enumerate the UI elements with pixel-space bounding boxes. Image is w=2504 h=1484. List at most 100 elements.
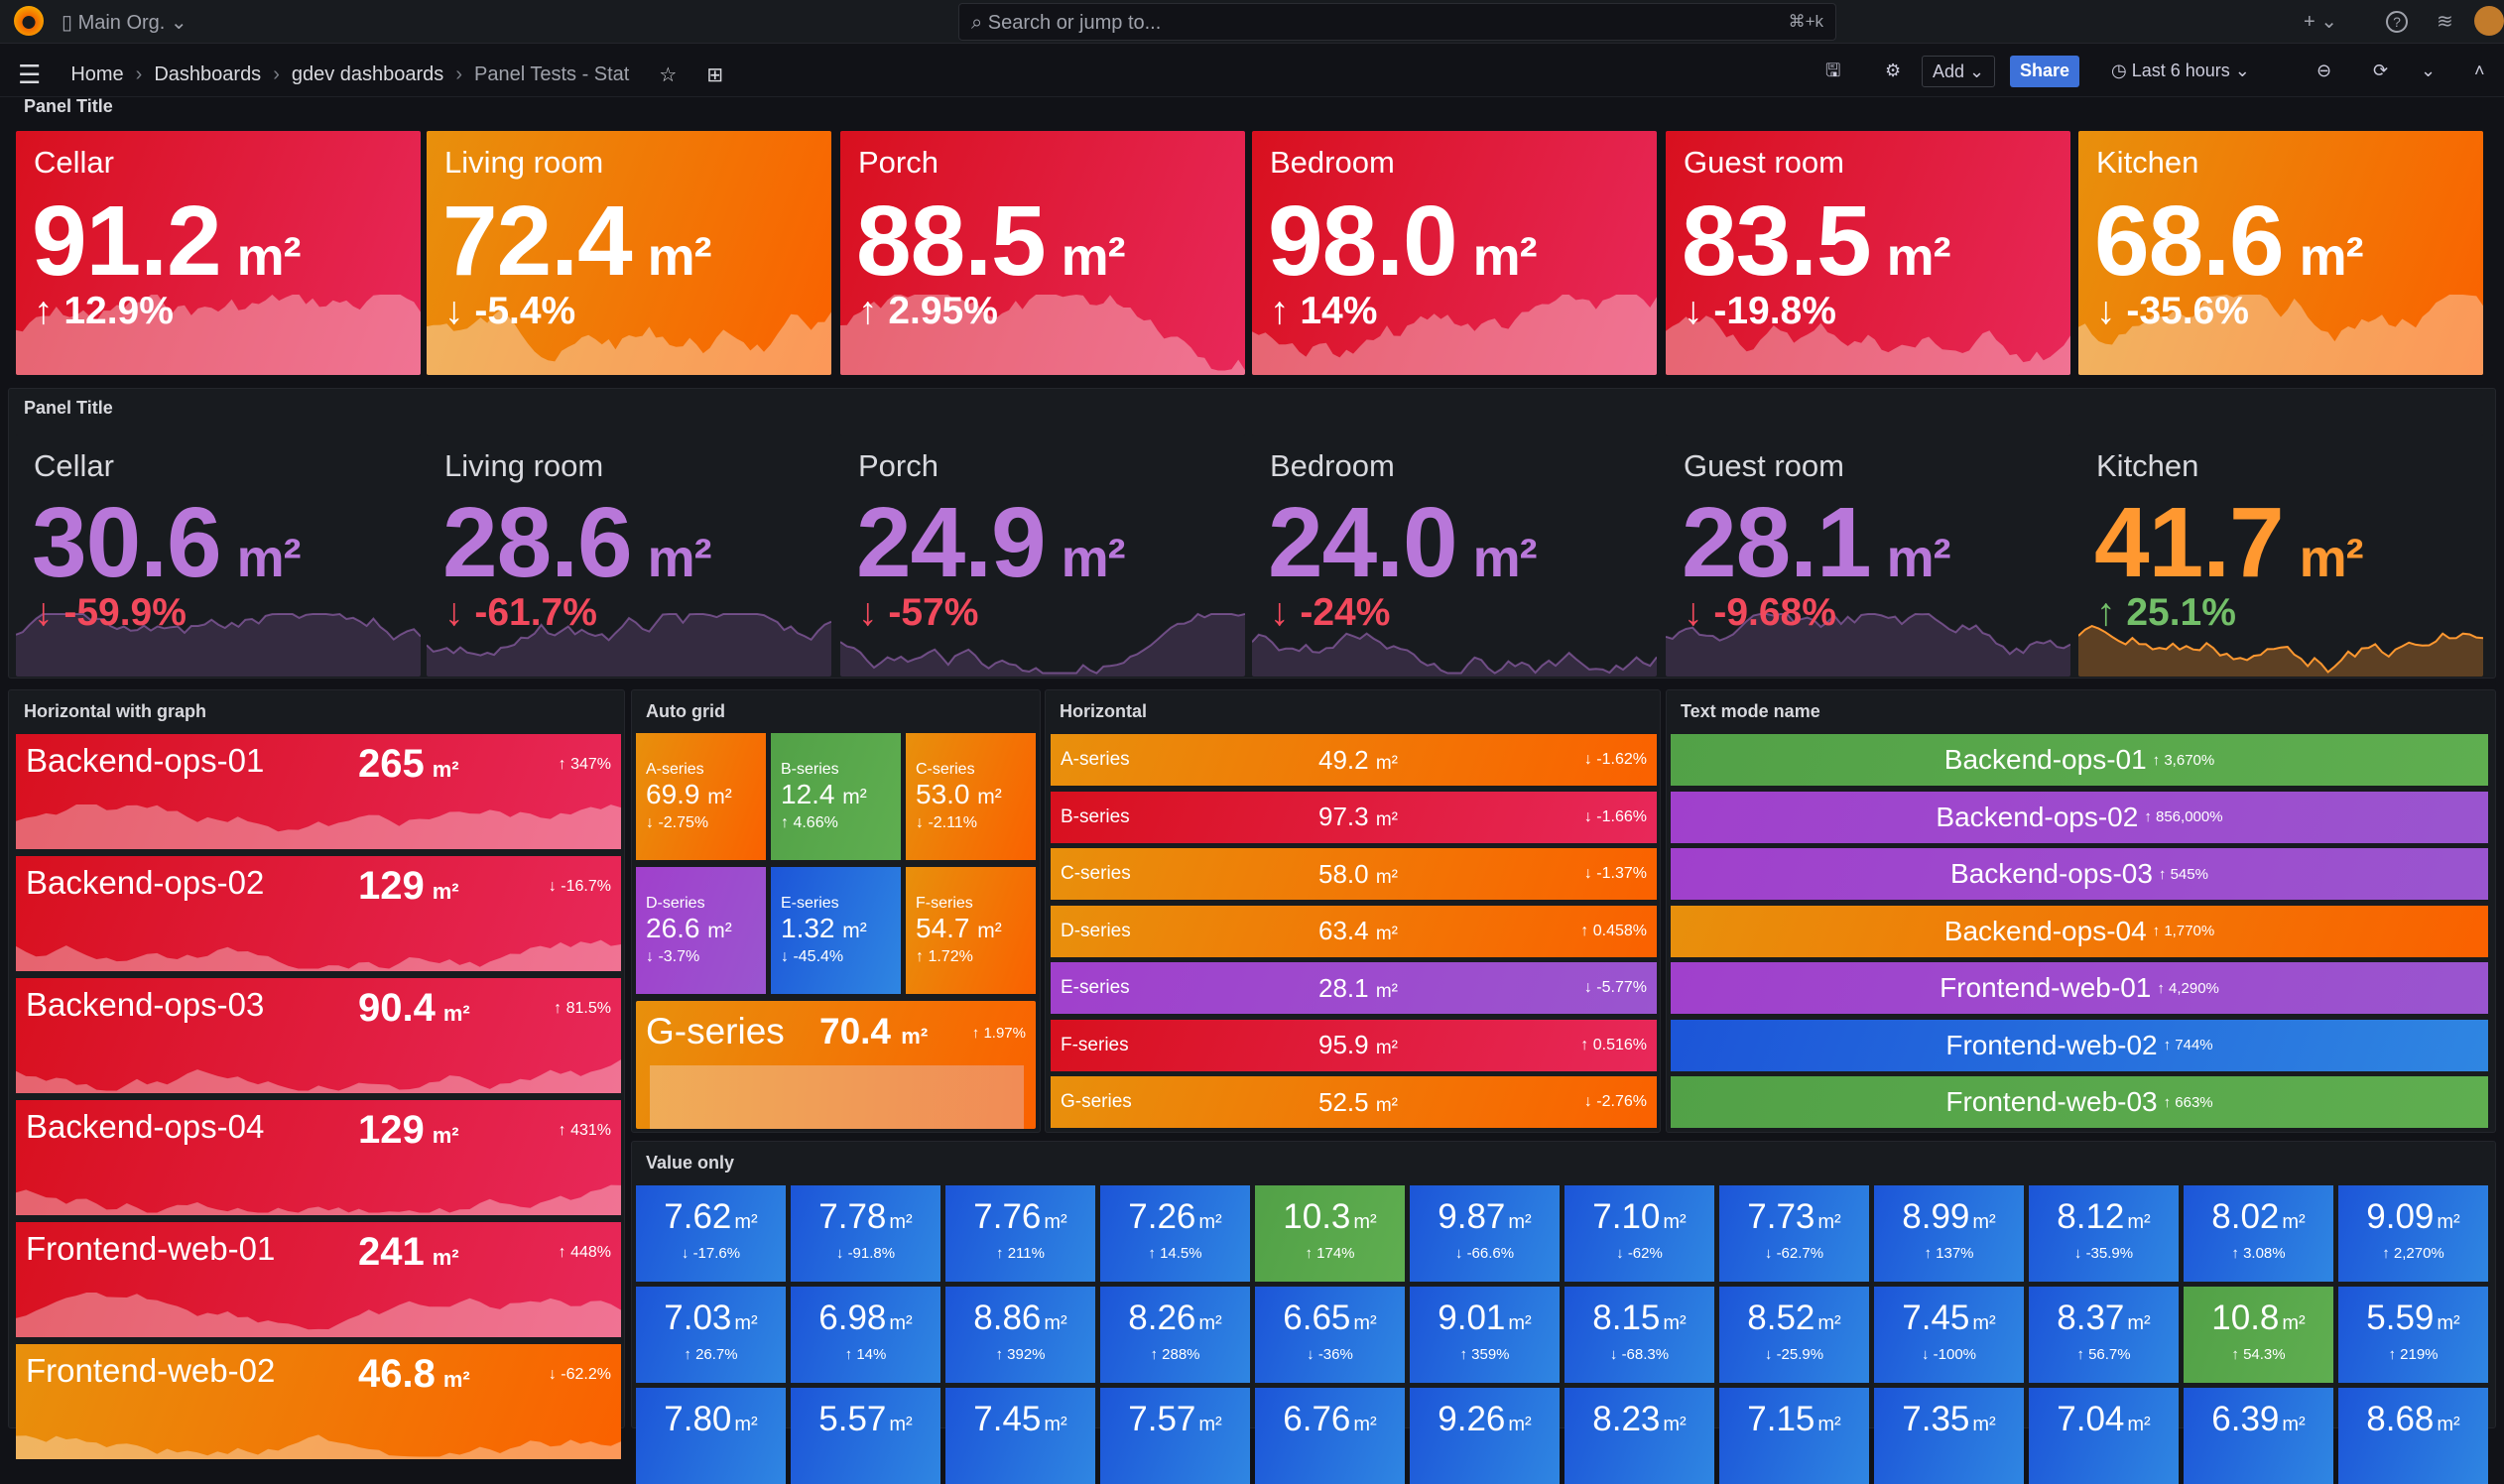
stat-card[interactable]: Porch 24.9 m² ↓ -57% <box>840 434 1245 677</box>
text-mode-row[interactable]: Backend-ops-01 ↑ 3,670% <box>1671 734 2488 786</box>
value-tile[interactable]: 7.04 m² <box>2029 1388 2179 1484</box>
help-icon[interactable]: ? <box>2386 11 2408 33</box>
value-tile[interactable]: 9.26 m² <box>1410 1388 1560 1484</box>
horizontal-row[interactable]: A-series 49.2 m² ↓ -1.62% <box>1051 734 1657 786</box>
horizontal-row[interactable]: C-series 58.0 m² ↓ -1.37% <box>1051 848 1657 900</box>
value-tile[interactable]: 9.01 m² ↑ 359% <box>1410 1287 1560 1383</box>
graph-row[interactable]: Backend-ops-01 265 m² ↑ 347% <box>16 734 621 849</box>
value-tile[interactable]: 9.09 m² ↑ 2,270% <box>2338 1185 2488 1282</box>
stat-card[interactable]: Guest room 83.5 m² ↓ -19.8% <box>1666 131 2070 375</box>
horizontal-row[interactable]: G-series 52.5 m² ↓ -2.76% <box>1051 1076 1657 1128</box>
auto-grid-wide-tile[interactable]: G-series 70.4 m² ↑ 1.97% <box>636 1001 1036 1129</box>
horizontal-row[interactable]: D-series 63.4 m² ↑ 0.458% <box>1051 905 1657 957</box>
graph-row[interactable]: Backend-ops-03 90.4 m² ↑ 81.5% <box>16 978 621 1093</box>
value-tile[interactable]: 7.62 m² ↓ -17.6% <box>636 1185 786 1282</box>
value-tile[interactable]: 8.26 m² ↑ 288% <box>1100 1287 1250 1383</box>
breadcrumb-folder[interactable]: gdev dashboards <box>291 63 444 85</box>
save-icon[interactable]: 🖫 <box>1825 61 1841 80</box>
value-tile[interactable]: 7.15 m² <box>1719 1388 1869 1484</box>
add-button[interactable]: Add ⌄ <box>1922 56 1996 87</box>
value-tile[interactable]: 7.10 m² ↓ -62% <box>1565 1185 1714 1282</box>
value-tile[interactable]: 7.45 m² <box>945 1388 1095 1484</box>
value-tile[interactable]: 8.68 m² <box>2338 1388 2488 1484</box>
text-mode-row[interactable]: Backend-ops-03 ↑ 545% <box>1671 848 2488 900</box>
breadcrumb-home[interactable]: Home <box>70 63 124 85</box>
auto-grid-tile[interactable]: E-series 1.32 m² ↓ -45.4% <box>771 867 901 994</box>
text-mode-row[interactable]: Frontend-web-01 ↑ 4,290% <box>1671 962 2488 1014</box>
search-placeholder: Search or jump to... <box>987 12 1162 34</box>
collapse-icon[interactable]: ˄ <box>2474 61 2485 80</box>
breadcrumb-dashboards[interactable]: Dashboards <box>154 63 262 85</box>
stat-card[interactable]: Bedroom 98.0 m² ↑ 14% <box>1252 131 1657 375</box>
graph-row[interactable]: Frontend-web-01 241 m² ↑ 448% <box>16 1222 621 1337</box>
value-tile[interactable]: 8.02 m² ↑ 3.08% <box>2184 1185 2333 1282</box>
value-tile[interactable]: 8.12 m² ↓ -35.9% <box>2029 1185 2179 1282</box>
graph-row[interactable]: Frontend-web-02 46.8 m² ↓ -62.2% <box>16 1344 621 1459</box>
value-tile[interactable]: 8.86 m² ↑ 392% <box>945 1287 1095 1383</box>
value-tile[interactable]: 7.73 m² ↓ -62.7% <box>1719 1185 1869 1282</box>
new-menu-button[interactable]: + ⌄ <box>2304 11 2337 33</box>
value-tile[interactable]: 9.87 m² ↓ -66.6% <box>1410 1185 1560 1282</box>
graph-row[interactable]: Backend-ops-02 129 m² ↓ -16.7% <box>16 856 621 971</box>
news-icon[interactable]: ≋ <box>2437 11 2453 33</box>
arrow-up-icon: ↑ <box>2231 1245 2244 1262</box>
auto-grid-tile[interactable]: A-series 69.9 m² ↓ -2.75% <box>636 733 766 860</box>
value-tile[interactable]: 5.59 m² ↑ 219% <box>2338 1287 2488 1383</box>
auto-grid-tile[interactable]: D-series 26.6 m² ↓ -3.7% <box>636 867 766 994</box>
value-tile[interactable]: 10.3 m² ↑ 174% <box>1255 1185 1405 1282</box>
value-tile[interactable]: 7.26 m² ↑ 14.5% <box>1100 1185 1250 1282</box>
stat-card[interactable]: Bedroom 24.0 m² ↓ -24% <box>1252 434 1657 677</box>
value-tile[interactable]: 7.57 m² <box>1100 1388 1250 1484</box>
refresh-icon[interactable]: ⟳ <box>2373 61 2389 80</box>
org-switcher[interactable]: ▯ Main Org. ⌄ <box>62 12 188 34</box>
value-tile[interactable]: 7.76 m² ↑ 211% <box>945 1185 1095 1282</box>
tile-value: 6.39 m² <box>2211 1400 2306 1438</box>
user-avatar[interactable] <box>2474 6 2504 36</box>
stat-card[interactable]: Living room 28.6 m² ↓ -61.7% <box>427 434 831 677</box>
text-mode-row[interactable]: Backend-ops-02 ↑ 856,000% <box>1671 791 2488 843</box>
value-tile[interactable]: 6.98 m² ↑ 14% <box>791 1287 940 1383</box>
time-picker[interactable]: ◷ Last 6 hours ⌄ <box>2111 61 2250 80</box>
value-tile[interactable]: 6.76 m² <box>1255 1388 1405 1484</box>
value-tile[interactable]: 8.23 m² <box>1565 1388 1714 1484</box>
stat-card[interactable]: Kitchen 68.6 m² ↓ -35.6% <box>2078 131 2483 375</box>
graph-row[interactable]: Backend-ops-04 129 m² ↑ 431% <box>16 1100 621 1215</box>
value-tile[interactable]: 8.37 m² ↑ 56.7% <box>2029 1287 2179 1383</box>
text-mode-row[interactable]: Frontend-web-03 ↑ 663% <box>1671 1076 2488 1128</box>
value-tile[interactable]: 7.45 m² ↓ -100% <box>1874 1287 2024 1383</box>
stat-card[interactable]: Cellar 91.2 m² ↑ 12.9% <box>16 131 421 375</box>
auto-grid-tile[interactable]: F-series 54.7 m² ↑ 1.72% <box>906 867 1036 994</box>
value-tile[interactable]: 8.52 m² ↓ -25.9% <box>1719 1287 1869 1383</box>
settings-icon[interactable]: ⚙ <box>1885 61 1902 80</box>
auto-grid-tile[interactable]: B-series 12.4 m² ↑ 4.66% <box>771 733 901 860</box>
grid-icon[interactable]: ⊞ <box>706 64 724 86</box>
stat-card[interactable]: Kitchen 41.7 m² ↑ 25.1% <box>2078 434 2483 677</box>
horizontal-row[interactable]: F-series 95.9 m² ↑ 0.516% <box>1051 1019 1657 1071</box>
grafana-logo-icon[interactable] <box>14 6 44 36</box>
value-tile[interactable]: 8.99 m² ↑ 137% <box>1874 1185 2024 1282</box>
search-input[interactable]: ⌕ Search or jump to... ⌘+k <box>958 3 1836 41</box>
value-tile[interactable]: 6.65 m² ↓ -36% <box>1255 1287 1405 1383</box>
text-mode-row[interactable]: Frontend-web-02 ↑ 744% <box>1671 1019 2488 1071</box>
value-tile[interactable]: 7.80 m² <box>636 1388 786 1484</box>
auto-grid-tile[interactable]: C-series 53.0 m² ↓ -2.11% <box>906 733 1036 860</box>
value-tile[interactable]: 7.03 m² ↑ 26.7% <box>636 1287 786 1383</box>
stat-card[interactable]: Cellar 30.6 m² ↓ -59.9% <box>16 434 421 677</box>
refresh-interval-chevron-icon[interactable]: ⌄ <box>2421 61 2437 80</box>
value-tile[interactable]: 10.8 m² ↑ 54.3% <box>2184 1287 2333 1383</box>
value-tile[interactable]: 7.35 m² <box>1874 1388 2024 1484</box>
value-tile[interactable]: 6.39 m² <box>2184 1388 2333 1484</box>
text-mode-row[interactable]: Backend-ops-04 ↑ 1,770% <box>1671 905 2488 957</box>
zoom-out-icon[interactable]: ⊖ <box>2316 61 2332 80</box>
horizontal-row[interactable]: E-series 28.1 m² ↓ -5.77% <box>1051 962 1657 1014</box>
stat-card[interactable]: Guest room 28.1 m² ↓ -9.68% <box>1666 434 2070 677</box>
value-tile[interactable]: 7.78 m² ↓ -91.8% <box>791 1185 940 1282</box>
value-tile[interactable]: 5.57 m² <box>791 1388 940 1484</box>
star-icon[interactable]: ☆ <box>659 64 678 86</box>
menu-icon[interactable]: ☰ <box>18 60 42 89</box>
value-tile[interactable]: 8.15 m² ↓ -68.3% <box>1565 1287 1714 1383</box>
share-button[interactable]: Share <box>2010 56 2080 87</box>
stat-card[interactable]: Porch 88.5 m² ↑ 2.95% <box>840 131 1245 375</box>
stat-card[interactable]: Living room 72.4 m² ↓ -5.4% <box>427 131 831 375</box>
horizontal-row[interactable]: B-series 97.3 m² ↓ -1.66% <box>1051 791 1657 843</box>
